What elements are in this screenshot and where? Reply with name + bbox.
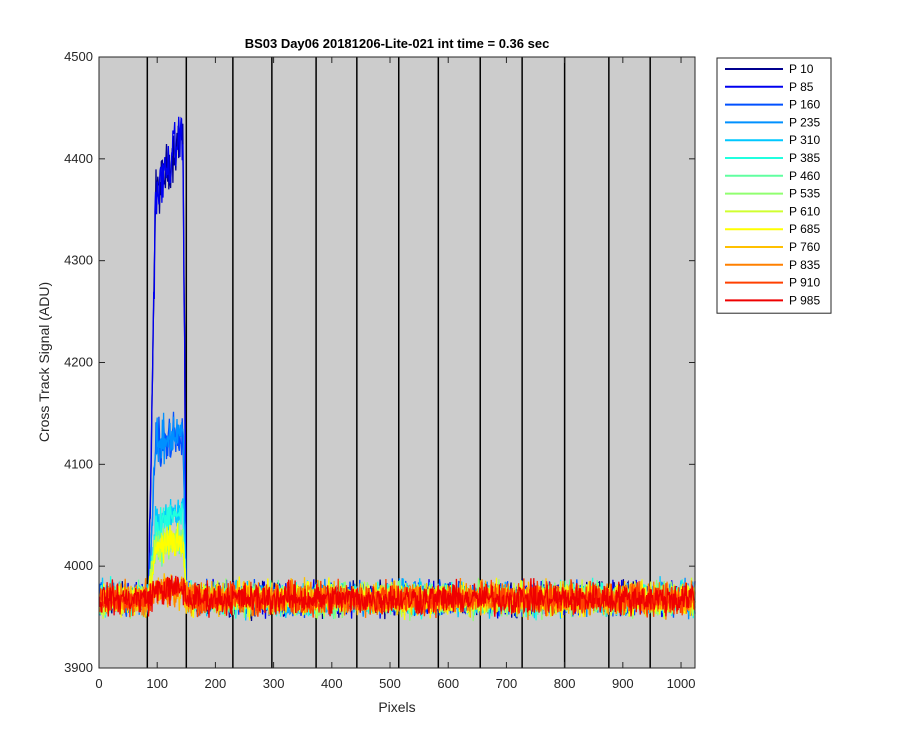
legend-label: P 685	[789, 222, 820, 236]
x-axis: 0 100 200 300 400 500 600 700 800 900 1000	[95, 57, 695, 691]
legend: P 10 P 85 P 160 P 235 P 310 P 385 P 460 P 535 P …	[716, 57, 832, 314]
x-tick-label: 400	[321, 676, 343, 691]
plot-area	[99, 57, 695, 668]
x-tick-label: 800	[554, 676, 576, 691]
x-tick-label: 900	[612, 676, 634, 691]
x-tick-label: 700	[496, 676, 518, 691]
chart-title: BS03 Day06 20181206-Lite-021 int time = …	[245, 36, 550, 51]
y-tick-label: 4500	[64, 49, 93, 64]
legend-label: P 85	[789, 80, 814, 94]
x-tick-label: 500	[379, 676, 401, 691]
y-tick-label: 4000	[64, 558, 93, 573]
x-tick-label: 600	[437, 676, 459, 691]
y-axis: 3900 4000 4100 4200 4300 4400 4500	[64, 49, 695, 675]
y-tick-label: 4400	[64, 151, 93, 166]
series-lines	[98, 116, 696, 622]
legend-label: P 10	[789, 62, 814, 76]
legend-box	[716, 57, 832, 314]
y-tick-label: 4300	[64, 253, 93, 268]
legend-label: P 985	[789, 293, 820, 307]
series-line-p-985	[98, 575, 696, 618]
legend-label: P 160	[789, 98, 820, 112]
x-axis-label: Pixels	[378, 699, 415, 715]
y-tick-label: 4200	[64, 355, 93, 370]
y-axis-label: Cross Track Signal (ADU)	[36, 282, 52, 442]
legend-label: P 610	[789, 204, 820, 218]
legend-label: P 835	[789, 258, 820, 272]
legend-label: P 310	[789, 133, 820, 147]
x-tick-label: 300	[263, 676, 285, 691]
x-tick-label: 200	[205, 676, 227, 691]
legend-label: P 235	[789, 115, 820, 129]
x-tick-label: 0	[95, 676, 102, 691]
legend-label: P 460	[789, 169, 820, 183]
y-tick-label: 3900	[64, 660, 93, 675]
y-tick-label: 4100	[64, 456, 93, 471]
x-tick-label: 1000	[667, 676, 696, 691]
x-tick-label: 100	[146, 676, 168, 691]
vertical-markers	[146, 57, 651, 668]
legend-label: P 535	[789, 187, 820, 201]
legend-label: P 910	[789, 276, 820, 290]
legend-label: P 760	[789, 240, 820, 254]
legend-label: P 385	[789, 151, 820, 165]
